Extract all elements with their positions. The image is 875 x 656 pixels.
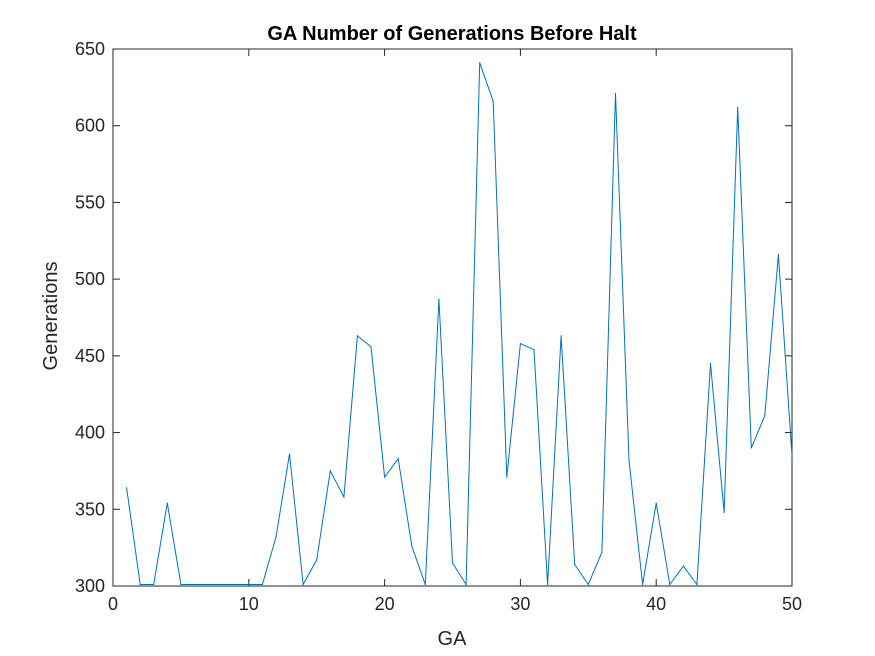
x-tick-label: 40: [646, 594, 666, 614]
data-point: [288, 453, 291, 455]
data-point: [587, 583, 589, 586]
series-line: [126, 62, 793, 587]
data-point: [669, 583, 671, 586]
data-point: [180, 583, 182, 586]
data-point: [574, 563, 576, 566]
data-point: [343, 496, 345, 498]
data-point: [737, 106, 739, 108]
data-point: [384, 476, 386, 478]
data-point: [370, 346, 372, 348]
data-point: [560, 335, 562, 337]
data-point: [519, 343, 522, 345]
data-point: [791, 455, 793, 457]
data-point: [207, 583, 209, 586]
data-point: [506, 476, 508, 478]
series-layer: [126, 62, 793, 587]
y-axis-label: Generations: [40, 262, 62, 371]
data-point: [166, 502, 168, 504]
data-point: [451, 562, 454, 564]
data-point: [601, 551, 603, 553]
data-point: [397, 458, 399, 460]
data-point: [533, 349, 535, 351]
data-point: [411, 545, 413, 547]
data-point: [547, 583, 549, 586]
data-point: [302, 583, 304, 586]
data-point: [424, 583, 426, 586]
data-point: [275, 536, 277, 538]
data-point: [356, 335, 358, 337]
x-tick-label: 20: [375, 594, 395, 614]
y-tick-label: 350: [75, 499, 105, 519]
x-axis-label: GA: [438, 628, 468, 650]
data-point: [329, 470, 331, 472]
data-point: [723, 511, 725, 513]
y-tick-label: 450: [75, 346, 105, 366]
x-tick-label: 50: [782, 594, 802, 614]
data-point: [696, 583, 698, 586]
x-tick-label: 30: [510, 594, 530, 614]
x-tick-label: 0: [108, 594, 118, 614]
data-point: [479, 62, 481, 64]
data-point: [655, 502, 657, 504]
y-tick-label: 400: [75, 423, 105, 443]
x-axis-ticks: 0 10 20 30 40 50: [108, 49, 802, 614]
data-point: [261, 583, 263, 586]
y-tick-label: 600: [75, 116, 105, 136]
data-point: [248, 583, 250, 586]
data-point: [139, 583, 141, 586]
data-point: [126, 487, 128, 489]
x-tick-label: 10: [239, 594, 259, 614]
data-point: [777, 254, 780, 256]
y-axis-ticks: 300 350 400 450 500 550 600 650: [75, 39, 792, 596]
data-point: [682, 565, 685, 567]
data-point: [316, 559, 318, 561]
data-point: [234, 583, 236, 586]
data-point: [492, 100, 494, 102]
axes-box: [112, 48, 793, 587]
data-point: [614, 92, 617, 95]
y-tick-label: 650: [75, 39, 105, 59]
data-point: [193, 583, 196, 586]
data-point: [153, 583, 155, 586]
y-tick-label: 500: [75, 269, 105, 289]
y-tick-label: 300: [75, 576, 105, 596]
data-point: [438, 298, 440, 300]
data-point: [764, 415, 766, 417]
data-point: [750, 447, 752, 449]
data-point: [709, 362, 712, 365]
data-point: [642, 583, 644, 586]
y-tick-label: 550: [75, 192, 105, 212]
data-point: [628, 459, 630, 461]
data-point: [465, 583, 467, 586]
plot-area: 0 10 20 30 40 50 300 350 400 450 500 550 600 650: [75, 39, 802, 614]
chart-title: GA Number of Generations Before Halt: [267, 23, 637, 45]
data-point: [221, 583, 223, 586]
